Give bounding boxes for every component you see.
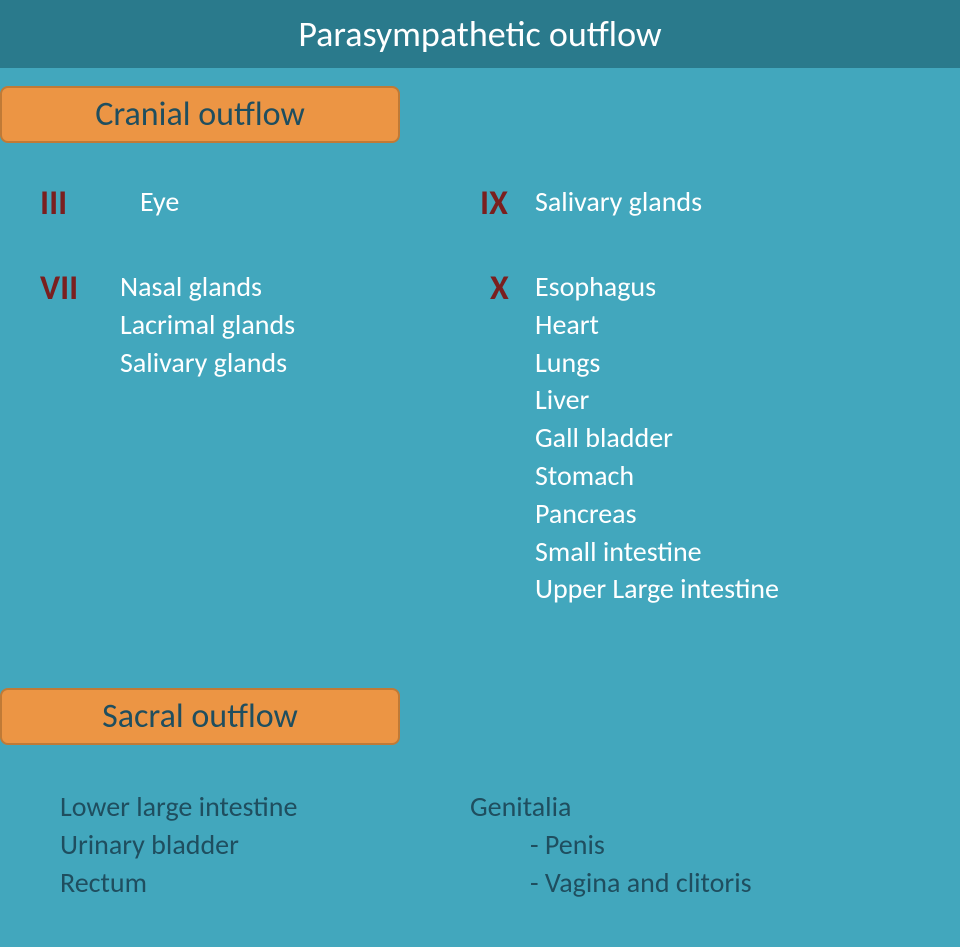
target-item: Salivary glands [535,183,702,221]
targets-iii: Eye [140,183,179,221]
cranial-label-text: Cranial outflow [95,94,305,135]
targets-vii: Nasal glands Lacrimal glands Salivary gl… [120,268,295,381]
target-item: Heart [535,306,779,344]
nerve-row-iii: III Eye [40,183,179,224]
page-title: Parasympathetic outflow [0,12,960,56]
sacral-item: - Vagina and clitoris [470,864,752,902]
target-item: Salivary glands [120,344,295,382]
target-item: Upper Large intestine [535,570,779,608]
target-item: Lacrimal glands [120,306,295,344]
sacral-left-column: Lower large intestine Urinary bladder Re… [60,788,297,901]
targets-ix: Salivary glands [535,183,702,221]
target-item: Nasal glands [120,268,295,306]
numeral-ix: IX [480,183,535,224]
nerve-row-ix: IX Salivary glands [480,183,702,224]
target-item: Small intestine [535,533,779,571]
numeral-x: X [490,268,535,309]
numeral-iii: III [40,183,110,224]
sacral-label-text: Sacral outflow [102,696,298,737]
target-item: Eye [140,183,179,221]
nerve-row-vii: VII Nasal glands Lacrimal glands Salivar… [40,268,295,381]
cranial-section-label: Cranial outflow [0,86,400,143]
nerve-row-x: X Esophagus Heart Lungs Liver Gall bladd… [490,268,779,608]
targets-x: Esophagus Heart Lungs Liver Gall bladder… [535,268,779,608]
sacral-item: Rectum [60,864,297,902]
target-item: Stomach [535,457,779,495]
target-item: Esophagus [535,268,779,306]
title-bar: Parasympathetic outflow [0,0,960,68]
main-panel: Cranial outflow III Eye VII Nasal glands… [0,68,960,947]
target-item: Lungs [535,344,779,382]
target-item: Pancreas [535,495,779,533]
numeral-vii: VII [40,268,110,309]
target-item: Gall bladder [535,419,779,457]
sacral-item: Genitalia [470,788,752,826]
sacral-section-label: Sacral outflow [0,688,400,745]
sacral-item: Lower large intestine [60,788,297,826]
sacral-item: Urinary bladder [60,826,297,864]
sacral-item: - Penis [470,826,752,864]
sacral-right-column: Genitalia - Penis - Vagina and clitoris [470,788,752,901]
target-item: Liver [535,381,779,419]
